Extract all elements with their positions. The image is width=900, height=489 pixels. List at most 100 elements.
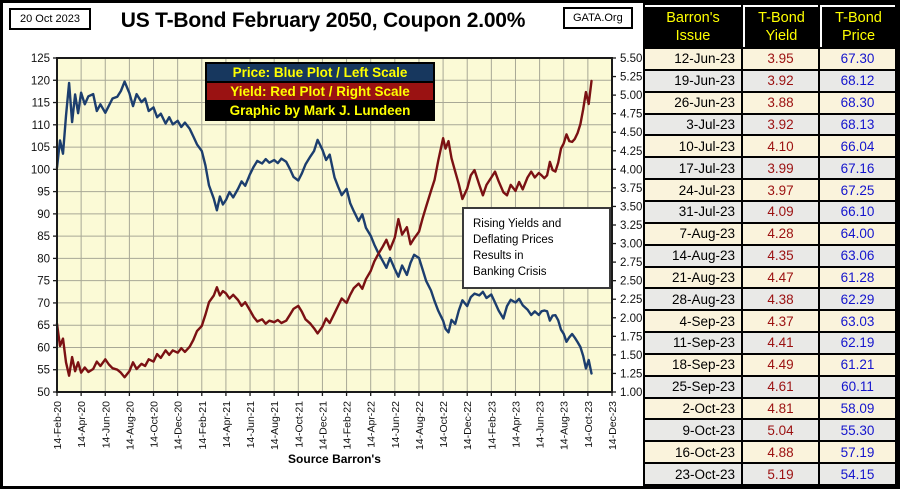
right-axis-tick-label: 3.00 <box>620 239 642 251</box>
x-axis-tick-label: 14-Aug-23 <box>559 401 571 450</box>
table-cell-price: 62.29 <box>820 289 895 310</box>
left-axis-tick-label: 90 <box>37 209 50 221</box>
left-axis-tick-label: 110 <box>32 120 50 132</box>
x-axis-tick-label: 14-Apr-21 <box>221 401 233 448</box>
table-cell-date: 14-Aug-23 <box>645 245 741 266</box>
table-cell-date: 31-Jul-23 <box>645 201 741 222</box>
right-axis-tick-label: 4.75 <box>620 109 642 121</box>
table-cell-price: 54.15 <box>820 464 895 484</box>
table-cell-yield: 4.35 <box>743 245 818 266</box>
right-axis-tick-label: 1.50 <box>620 350 642 362</box>
table-cell-yield: 3.99 <box>743 158 818 179</box>
table-cell-date: 19-Jun-23 <box>645 70 741 91</box>
right-axis-tick-label: 3.25 <box>620 220 642 232</box>
table-cell-yield: 4.81 <box>743 398 818 419</box>
right-axis-tick-label: 2.50 <box>620 276 642 288</box>
left-axis-tick-label: 65 <box>37 320 50 332</box>
table-cell-price: 58.09 <box>820 398 895 419</box>
table-cell-price: 68.13 <box>820 114 895 135</box>
x-axis-tick-label: 14-Dec-22 <box>462 401 474 450</box>
left-axis-tick-label: 105 <box>31 142 50 154</box>
right-axis-tick-label: 2.75 <box>620 257 642 269</box>
table-cell-date: 4-Sep-23 <box>645 311 741 332</box>
annotation-box: Rising Yields and Deflating Prices Resul… <box>462 207 611 289</box>
table-cell-yield: 4.38 <box>743 289 818 310</box>
table-cell-price: 61.28 <box>820 267 895 288</box>
annotation-line: Results in <box>473 250 524 262</box>
right-axis-tick-label: 3.75 <box>620 183 642 195</box>
left-axis-tick-label: 85 <box>37 231 50 243</box>
right-axis-tick-label: 1.25 <box>620 368 642 380</box>
table-cell-date: 7-Aug-23 <box>645 223 741 244</box>
left-axis-tick-label: 95 <box>37 187 50 199</box>
table-cell-date: 23-Oct-23 <box>645 464 741 484</box>
table-cell-date: 17-Jul-23 <box>645 158 741 179</box>
yield-line <box>55 79 593 379</box>
x-axis-tick-label: 14-Dec-20 <box>173 401 185 450</box>
table-cell-yield: 3.92 <box>743 70 818 91</box>
right-axis-tick-label: 4.50 <box>620 127 642 139</box>
table-cell-yield: 4.28 <box>743 223 818 244</box>
table-cell-date: 9-Oct-23 <box>645 420 741 441</box>
header-line: T-Bond <box>758 10 805 26</box>
left-axis-tick-label: 60 <box>37 342 50 354</box>
left-axis-tick-label: 115 <box>32 98 50 110</box>
table-cell-yield: 3.97 <box>743 180 818 200</box>
data-table: Barron's Issue T-Bond Yield T-Bond Price 12-Ju… <box>643 3 897 486</box>
right-axis-tick-label: 2.00 <box>620 313 642 325</box>
table-cell-price: 64.00 <box>820 223 895 244</box>
source-label: Source Barron's <box>288 452 381 466</box>
legend-credit-entry: Graphic by Mark J. Lundeen <box>205 101 435 121</box>
right-axis-tick-label: 1.00 <box>620 387 642 399</box>
table-cell-date: 10-Jul-23 <box>645 136 741 157</box>
table-header-price: T-Bond Price <box>820 5 895 47</box>
left-axis-tick-label: 75 <box>37 276 50 288</box>
table-cell-yield: 4.61 <box>743 376 818 397</box>
table-cell-price: 63.03 <box>820 311 895 332</box>
table-cell-price: 66.10 <box>820 201 895 222</box>
table-cell-price: 67.16 <box>820 158 895 179</box>
table-cell-date: 18-Sep-23 <box>645 354 741 375</box>
left-axis-tick-label: 100 <box>31 164 50 176</box>
x-axis-tick-label: 14-Dec-21 <box>317 401 329 450</box>
left-axis-tick-label: 50 <box>37 387 50 399</box>
table-cell-yield: 4.37 <box>743 311 818 332</box>
header-line: Issue <box>675 28 711 44</box>
table-cell-price: 67.25 <box>820 180 895 200</box>
table-cell-yield: 4.10 <box>743 136 818 157</box>
table-cell-yield: 4.49 <box>743 354 818 375</box>
table-cell-date: 11-Sep-23 <box>645 333 741 353</box>
table-cell-date: 25-Sep-23 <box>645 376 741 397</box>
x-axis-tick-label: 14-Feb-20 <box>52 401 64 450</box>
table-cell-price: 62.19 <box>820 333 895 353</box>
left-axis-tick-label: 120 <box>31 75 50 87</box>
table-cell-price: 68.30 <box>820 92 895 113</box>
legend-yield-entry: Yield: Red Plot / Right Scale <box>205 82 435 101</box>
table-cell-yield: 4.88 <box>743 442 818 463</box>
x-axis-tick-label: 14-Jun-21 <box>245 401 257 448</box>
table-cell-date: 3-Jul-23 <box>645 114 741 135</box>
x-axis-tick-label: 14-Jun-22 <box>390 401 402 448</box>
right-axis-tick-label: 5.00 <box>620 90 642 102</box>
table-cell-yield: 4.09 <box>743 201 818 222</box>
table-cell-date: 16-Oct-23 <box>645 442 741 463</box>
x-axis-tick-label: 14-Dec-23 <box>607 401 619 450</box>
annotation-line: Rising Yields and <box>473 218 562 230</box>
x-axis-tick-label: 14-Oct-20 <box>149 401 161 448</box>
annotation-line: Banking Crisis <box>473 266 547 278</box>
legend-price-entry: Price: Blue Plot / Left Scale <box>205 62 435 82</box>
table-cell-yield: 4.47 <box>743 267 818 288</box>
left-axis-tick-label: 125 <box>31 53 50 65</box>
x-axis-tick-label: 14-Jun-23 <box>535 401 547 448</box>
x-axis-tick-label: 14-Apr-23 <box>510 401 522 448</box>
right-axis-tick-label: 5.50 <box>620 53 642 65</box>
right-axis-tick-label: 1.75 <box>620 331 642 343</box>
header-line: Yield <box>765 28 798 44</box>
x-axis-tick-label: 14-Aug-22 <box>414 401 426 450</box>
page-title: US T-Bond February 2050, Coupon 2.00% <box>120 9 526 32</box>
x-axis-tick-label: 14-Apr-20 <box>76 401 88 448</box>
right-axis-tick-label: 2.25 <box>620 294 642 306</box>
price-line <box>55 80 593 375</box>
date-box: 20 Oct 2023 <box>9 8 91 30</box>
